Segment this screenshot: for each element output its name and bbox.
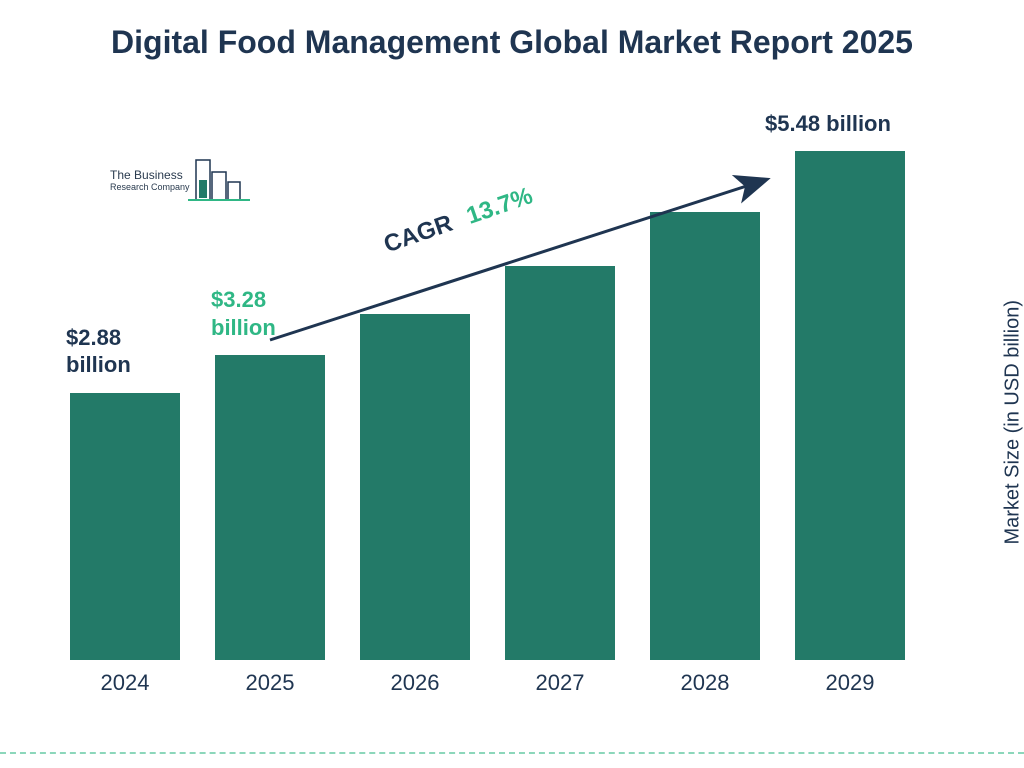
bar-2026 [360,314,470,660]
x-label-2025: 2025 [200,670,340,696]
bar-2029 [795,151,905,660]
bar-2025 [215,355,325,660]
x-label-2026: 2026 [345,670,485,696]
value-label-2025: $3.28billion [211,286,311,341]
x-label-2027: 2027 [490,670,630,696]
bar-2028 [650,212,760,660]
x-label-2029: 2029 [780,670,920,696]
x-label-2028: 2028 [635,670,775,696]
bar-2027 [505,266,615,660]
bar-2024 [70,393,180,660]
value-label-2024: $2.88billion [66,324,166,379]
value-label-2029: $5.48 billion [765,110,935,138]
chart-title: Digital Food Management Global Market Re… [0,0,1024,62]
bottom-divider [0,752,1024,754]
chart-area: 2024$2.88billion2025$3.28billion20262027… [70,140,940,700]
x-label-2024: 2024 [55,670,195,696]
y-axis-label: Market Size (in USD billion) [1002,300,1024,545]
